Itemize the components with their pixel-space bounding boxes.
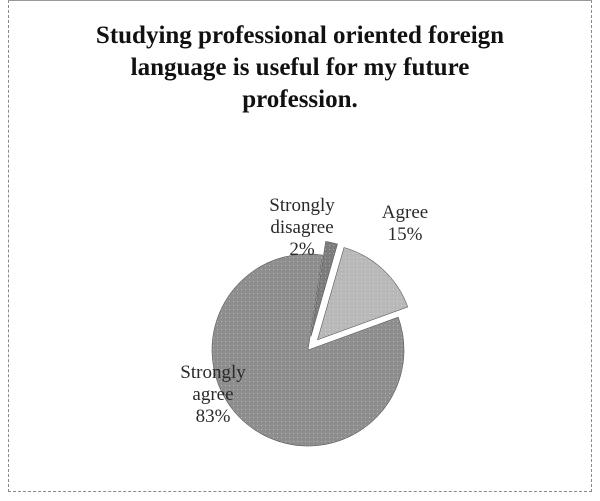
pie-slice-strongly-disagree [310, 241, 338, 337]
pie-label-strongly-agree: Strongly agree 83% [180, 362, 246, 427]
chart-frame-top-edge [8, 0, 592, 1]
pie-label-strongly-disagree: Strongly disagree 2% [269, 195, 335, 260]
pie-slice-agree [317, 247, 409, 341]
pie-slice-strongly-agree [211, 253, 405, 447]
pie-label-agree: Agree 15% [382, 202, 428, 245]
chart-title: Studying professional oriented foreign l… [95, 22, 505, 113]
